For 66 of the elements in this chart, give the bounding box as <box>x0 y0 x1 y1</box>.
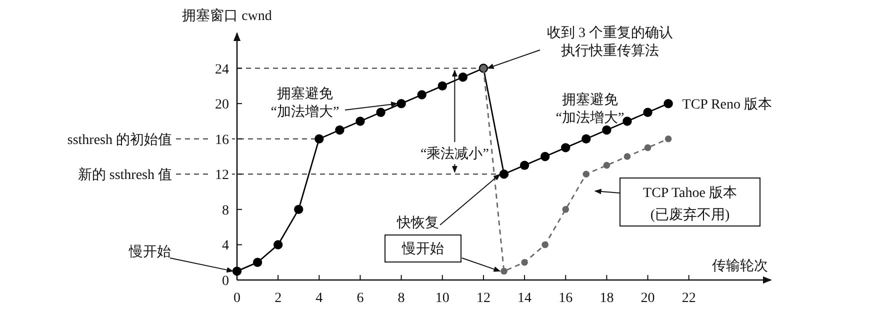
point <box>622 116 632 126</box>
annotation: 拥塞避免 <box>562 92 618 108</box>
point <box>417 90 426 100</box>
point <box>562 206 570 213</box>
x-tick-label: 10 <box>435 291 450 306</box>
annotation: 执行快重传算法 <box>561 43 659 59</box>
x-tick-label: 2 <box>274 291 282 306</box>
x-tick-label: 14 <box>518 291 532 306</box>
y-tick-label: 0 <box>222 274 229 289</box>
point <box>603 162 610 169</box>
annotation: (已废弃不用) <box>650 207 730 223</box>
text: TCP Tahoe 版本 <box>643 185 737 201</box>
point <box>542 241 548 248</box>
x-tick-label: 22 <box>682 291 696 306</box>
point <box>500 268 508 275</box>
point <box>335 125 344 135</box>
point <box>582 134 591 144</box>
point <box>540 152 550 162</box>
annotation: 慢开始 <box>401 241 444 257</box>
y-tick-label: 4 <box>222 238 229 254</box>
annotation: “加法增大” <box>270 104 340 120</box>
point <box>396 98 406 108</box>
y-tick-label: 8 <box>222 203 229 218</box>
point <box>664 135 672 142</box>
point <box>458 72 468 82</box>
point <box>294 204 304 214</box>
point <box>582 170 590 178</box>
x-tick-label: 4 <box>316 291 323 306</box>
point <box>664 98 673 108</box>
point <box>314 134 324 144</box>
x-tick-label: 20 <box>640 291 655 306</box>
point <box>624 153 631 160</box>
point <box>520 160 530 170</box>
x-tick-label: 8 <box>398 291 405 306</box>
x-tick-label: 12 <box>476 291 490 306</box>
ref-line-label: 新的 ssthresh 值 <box>78 167 172 184</box>
point <box>376 108 386 117</box>
y-tick-label: 16 <box>215 132 229 148</box>
annotation: 快恢复 <box>396 215 439 231</box>
annotation: “乘法减小” <box>420 146 489 162</box>
y-tick-label: 12 <box>215 168 229 184</box>
x-tick-label: 18 <box>600 291 614 306</box>
point <box>602 125 612 135</box>
x-tick-label: 6 <box>356 291 364 306</box>
point <box>643 108 652 117</box>
point <box>252 258 262 267</box>
point <box>356 116 365 126</box>
point <box>499 170 509 179</box>
series-label: TCP Reno 版本 <box>682 96 772 113</box>
annotation: “加法增大” <box>556 110 624 126</box>
annotation: 收到 3 个重复的确认 <box>547 25 673 41</box>
x-tick-label: 16 <box>558 291 573 306</box>
point <box>644 144 652 152</box>
y-axis-title: 拥塞窗口 cwnd <box>182 8 272 24</box>
ref-line-label: ssthresh 的初始值 <box>67 132 172 148</box>
point <box>232 266 242 276</box>
x-tick-label: 0 <box>234 291 240 306</box>
y-tick-label: 24 <box>215 62 229 78</box>
x-axis-title: 传输轮次 <box>712 258 768 274</box>
annotation: 慢开始 <box>128 244 171 260</box>
point <box>521 258 528 266</box>
y-tick-label: 20 <box>215 98 229 113</box>
point <box>438 81 447 91</box>
annotation: 拥塞避免 <box>277 86 333 102</box>
point <box>561 143 570 152</box>
point <box>273 240 283 250</box>
